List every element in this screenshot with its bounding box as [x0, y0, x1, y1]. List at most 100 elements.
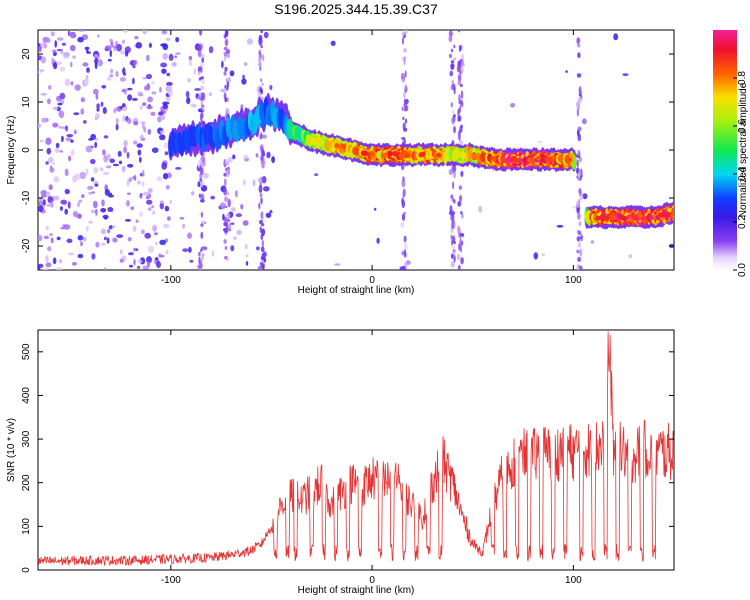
- noise-speckle: [188, 246, 192, 253]
- band-speckle: [403, 235, 407, 242]
- snr-x-label: Height of straight line (km): [298, 585, 415, 596]
- noise-speckle: [478, 205, 483, 213]
- noise-speckle: [90, 133, 97, 140]
- band-speckle: [226, 161, 229, 166]
- noise-speckle: [115, 123, 119, 131]
- band-speckle: [459, 194, 462, 203]
- noise-speckle: [227, 156, 234, 163]
- band-speckle: [200, 223, 204, 227]
- noise-speckle: [96, 103, 100, 110]
- band-speckle: [450, 63, 455, 70]
- band-speckle: [450, 48, 454, 53]
- noise-speckle: [187, 78, 192, 83]
- band-speckle: [258, 184, 263, 194]
- y-tick-label: 200: [21, 474, 32, 491]
- ridge-blob: [354, 147, 360, 156]
- band-speckle: [580, 174, 583, 178]
- noise-speckle: [109, 49, 113, 58]
- noise-speckle: [189, 59, 192, 67]
- ridge-blob: [659, 212, 665, 218]
- x-tick-label: 100: [565, 275, 582, 286]
- noise-speckle: [159, 202, 164, 210]
- noise-speckle: [244, 243, 248, 250]
- noise-speckle: [123, 146, 127, 154]
- band-speckle: [460, 233, 465, 237]
- noise-speckle: [243, 154, 249, 159]
- noise-speckle: [97, 62, 101, 67]
- band-speckle: [457, 80, 462, 86]
- noise-speckle: [136, 265, 141, 269]
- noise-speckle: [146, 105, 153, 110]
- noise-speckle: [185, 90, 190, 98]
- noise-speckle: [230, 207, 236, 212]
- x-tick-label: 0: [369, 275, 375, 286]
- noise-speckle: [175, 167, 182, 170]
- noise-speckle: [122, 103, 126, 108]
- noise-speckle: [73, 129, 77, 135]
- band-speckle: [458, 231, 462, 238]
- band-speckle: [199, 30, 203, 36]
- band-speckle: [261, 82, 264, 86]
- band-speckle: [260, 233, 264, 240]
- band-speckle: [576, 37, 580, 45]
- noise-speckle: [85, 78, 89, 87]
- noise-speckle: [152, 210, 155, 215]
- noise-speckle: [38, 45, 42, 53]
- noise-speckle: [138, 259, 143, 263]
- noise-speckle: [61, 42, 66, 46]
- noise-speckle: [39, 198, 43, 206]
- band-speckle: [258, 37, 263, 46]
- noise-speckle: [119, 105, 123, 110]
- y-tick-label: 400: [21, 387, 32, 404]
- band-speckle: [458, 185, 463, 190]
- noise-speckle: [613, 33, 619, 41]
- band-speckle: [451, 221, 454, 230]
- band-speckle: [450, 102, 454, 108]
- band-speckle: [461, 54, 464, 60]
- band-speckle: [577, 149, 580, 156]
- noise-speckle: [38, 70, 42, 74]
- band-speckle: [199, 63, 204, 67]
- band-speckle: [451, 254, 453, 259]
- band-speckle: [225, 221, 229, 230]
- noise-speckle: [182, 223, 186, 229]
- ridge-blob: [670, 207, 674, 217]
- noise-speckle: [64, 78, 71, 87]
- band-speckle: [403, 266, 406, 270]
- band-speckle: [404, 118, 408, 124]
- band-speckle: [450, 194, 454, 199]
- noise-speckle: [271, 156, 275, 164]
- band-speckle: [224, 38, 229, 46]
- ridge-blob: [294, 127, 300, 139]
- noise-speckle: [85, 168, 89, 176]
- snr-frame: [37, 329, 675, 571]
- band-speckle: [458, 94, 461, 101]
- noise-speckle: [314, 173, 319, 177]
- noise-speckle: [53, 62, 58, 70]
- noise-speckle: [376, 237, 380, 244]
- band-speckle: [448, 35, 453, 43]
- band-speckle: [258, 61, 262, 68]
- noise-speckle: [114, 41, 119, 46]
- noise-speckle: [103, 236, 107, 241]
- noise-speckle: [112, 237, 118, 243]
- noise-speckle: [165, 250, 169, 255]
- band-speckle: [223, 187, 228, 196]
- band-speckle: [197, 160, 201, 168]
- band-speckle: [400, 221, 405, 228]
- noise-speckle: [64, 208, 68, 215]
- noise-speckle: [147, 188, 153, 193]
- noise-speckle: [142, 265, 150, 270]
- noise-speckle: [123, 30, 128, 33]
- noise-speckle: [65, 125, 68, 132]
- noise-speckle: [112, 211, 115, 214]
- noise-speckle: [115, 118, 119, 125]
- band-speckle: [450, 234, 453, 240]
- noise-speckle: [179, 217, 185, 220]
- noise-speckle: [52, 122, 59, 128]
- band-speckle: [460, 90, 464, 100]
- ridge-blob: [535, 155, 541, 161]
- band-speckle: [449, 70, 454, 77]
- colorbar: 0.0 0.2 0.4 0.6 0.8 Normalized spectral ampl…: [713, 30, 749, 277]
- colorbar-axis: 0.0 0.2 0.4 0.6 0.8: [733, 71, 748, 277]
